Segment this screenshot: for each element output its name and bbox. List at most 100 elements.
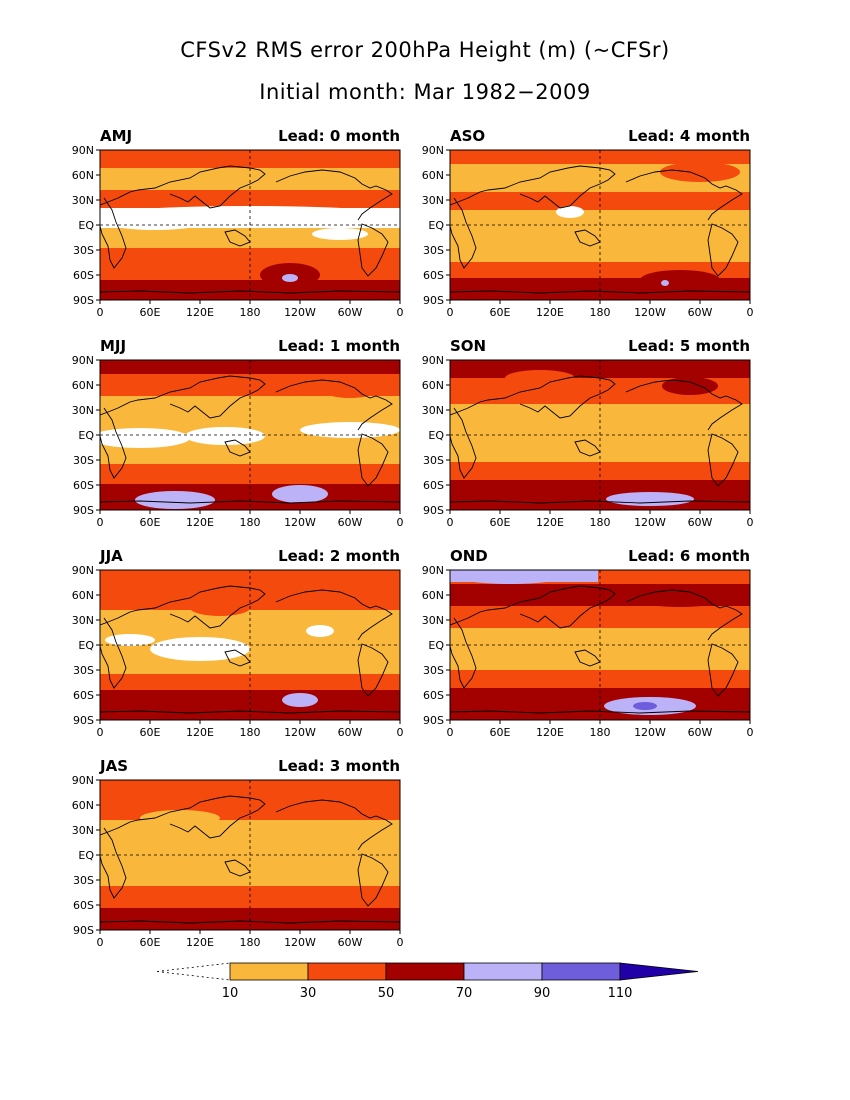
contour-region (312, 228, 368, 240)
lon-tick-label: 0 (397, 516, 404, 529)
lon-tick-label: 0 (447, 306, 454, 319)
panel-season-label: MJJ (100, 337, 126, 355)
lon-tick-label: 0 (447, 516, 454, 529)
contour-region (662, 377, 718, 395)
lon-tick-label: 60W (688, 726, 713, 739)
lon-tick-label: 120W (634, 306, 666, 319)
lon-tick-label: 60E (140, 726, 161, 739)
panel-lead-label: Lead: 6 month (628, 547, 750, 565)
lat-tick-label: 60S (423, 689, 444, 702)
lat-tick-label: 90N (72, 774, 94, 787)
rms-error-field (100, 360, 400, 510)
lon-tick-label: 120W (284, 936, 316, 949)
lat-tick-label: 60S (73, 689, 94, 702)
lat-tick-label: EQ (428, 219, 444, 232)
lon-tick-label: 60E (140, 306, 161, 319)
contour-region (282, 274, 298, 282)
figure-title: CFSv2 RMS error 200hPa Height (m) (~CFSr… (180, 38, 670, 62)
lon-tick-label: 180 (590, 726, 611, 739)
panel-lead-label: Lead: 0 month (278, 127, 400, 145)
coastline (450, 375, 616, 419)
lat-tick-label: 30S (73, 454, 94, 467)
contour-region (530, 608, 650, 620)
lon-tick-label: 180 (240, 516, 261, 529)
contour-region (660, 162, 740, 182)
contour-region (640, 270, 720, 290)
contour-region (606, 492, 694, 506)
contour-region (135, 491, 215, 509)
lat-tick-label: 60S (73, 479, 94, 492)
coastline (100, 165, 266, 209)
contour-region (105, 634, 155, 646)
lat-tick-label: 90N (72, 144, 94, 157)
lat-tick-label: 30N (72, 404, 94, 417)
coastline (450, 500, 750, 504)
lat-tick-label: 60N (72, 589, 94, 602)
lat-tick-label: 90S (73, 924, 94, 937)
lat-tick-label: 90N (422, 144, 444, 157)
contour-region (633, 702, 657, 710)
rms-error-field (100, 570, 400, 720)
lon-tick-label: 60E (490, 726, 511, 739)
lon-tick-label: 120W (634, 516, 666, 529)
lon-tick-label: 0 (97, 306, 104, 319)
lat-tick-label: EQ (428, 429, 444, 442)
coastline (450, 710, 750, 714)
coastline (100, 710, 400, 714)
lon-tick-label: 120W (284, 726, 316, 739)
coastline (450, 290, 750, 294)
coastlines (100, 585, 400, 714)
coastline (707, 433, 739, 487)
contour-region (202, 172, 238, 188)
coastline (100, 290, 400, 294)
coastline (100, 827, 127, 899)
coastline (450, 407, 477, 479)
coastline (275, 589, 393, 641)
lat-tick-label: 60S (73, 899, 94, 912)
lon-tick-label: 60W (338, 306, 363, 319)
panel-season-label: JAS (99, 757, 128, 775)
lon-tick-label: 120E (536, 726, 564, 739)
lon-tick-label: 120W (634, 726, 666, 739)
lat-tick-label: 30S (73, 874, 94, 887)
lat-tick-label: 30S (423, 244, 444, 257)
lon-tick-label: 120E (186, 726, 214, 739)
lon-tick-label: 0 (97, 516, 104, 529)
lon-tick-label: 180 (590, 516, 611, 529)
lat-tick-label: 90S (73, 504, 94, 517)
lat-tick-label: EQ (428, 639, 444, 652)
coastlines (450, 585, 750, 714)
lon-tick-label: 180 (590, 306, 611, 319)
lat-tick-label: 30S (423, 664, 444, 677)
contour-region (185, 427, 265, 445)
coastline (100, 407, 127, 479)
contour-region (300, 797, 360, 813)
lon-tick-label: 120W (284, 516, 316, 529)
lon-tick-label: 0 (397, 936, 404, 949)
coastline (100, 795, 266, 839)
contour-band (100, 674, 400, 690)
contour-region (100, 428, 190, 448)
lat-tick-label: 60N (72, 799, 94, 812)
contour-region (320, 378, 380, 398)
lat-tick-label: 90S (423, 714, 444, 727)
lat-tick-label: 60N (422, 379, 444, 392)
coastline (707, 643, 739, 697)
lon-tick-label: 0 (447, 726, 454, 739)
lat-tick-label: 90S (73, 714, 94, 727)
coastline (707, 223, 739, 277)
coastline (100, 500, 400, 504)
contour-region (150, 637, 250, 661)
coastline (100, 585, 266, 629)
lon-tick-label: 0 (397, 306, 404, 319)
contour-region (640, 593, 720, 607)
panel-lead-label: Lead: 4 month (628, 127, 750, 145)
lat-tick-label: 90S (423, 504, 444, 517)
coastline (100, 617, 127, 689)
lon-tick-label: 180 (240, 306, 261, 319)
lon-tick-label: 60E (490, 516, 511, 529)
coastline (357, 643, 389, 697)
